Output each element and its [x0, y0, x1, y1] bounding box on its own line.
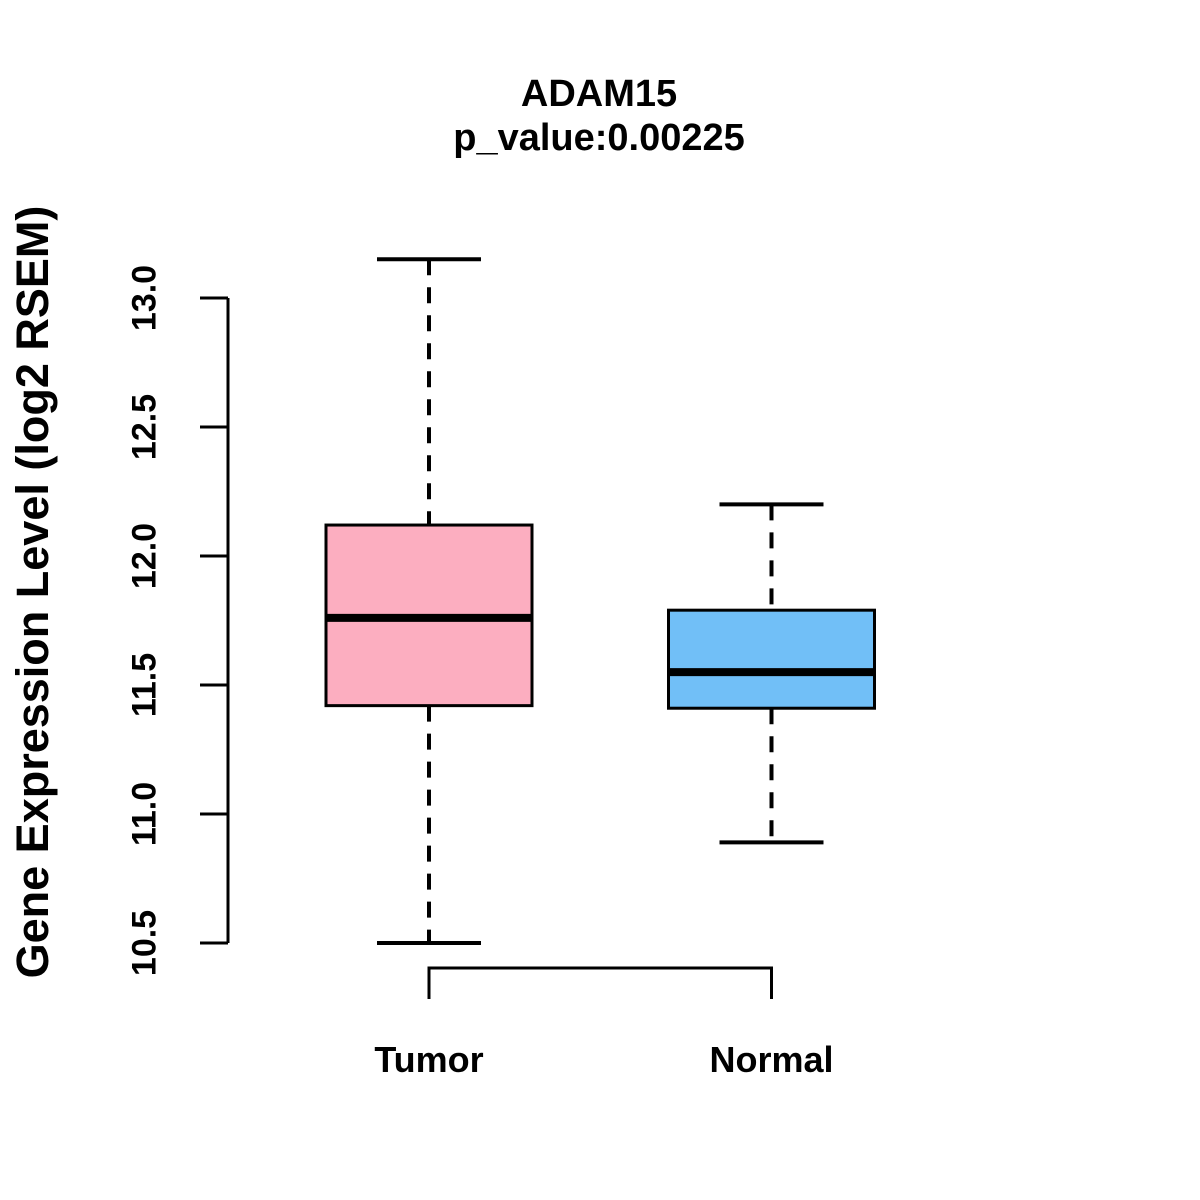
y-tick-label: 12.5	[125, 393, 164, 461]
chart-title: ADAM15	[520, 73, 678, 115]
x-axis-label-tumor: Tumor	[374, 1039, 484, 1080]
y-tick-label: 12.0	[125, 522, 164, 590]
y-tick-label: 13.0	[125, 264, 164, 332]
iqr-box-normal	[667, 608, 876, 710]
y-tick-label: 11.0	[125, 781, 164, 847]
chart-title-block: ADAM15 p_value:0.00225	[0, 72, 1198, 160]
y-tick-label: 10.5	[125, 909, 164, 977]
x-axis-bracket	[427, 966, 773, 999]
x-axis-label-normal: Normal	[709, 1039, 834, 1080]
y-tick-label: 11.5	[125, 652, 164, 718]
chart-subtitle: p_value:0.00225	[453, 117, 745, 159]
